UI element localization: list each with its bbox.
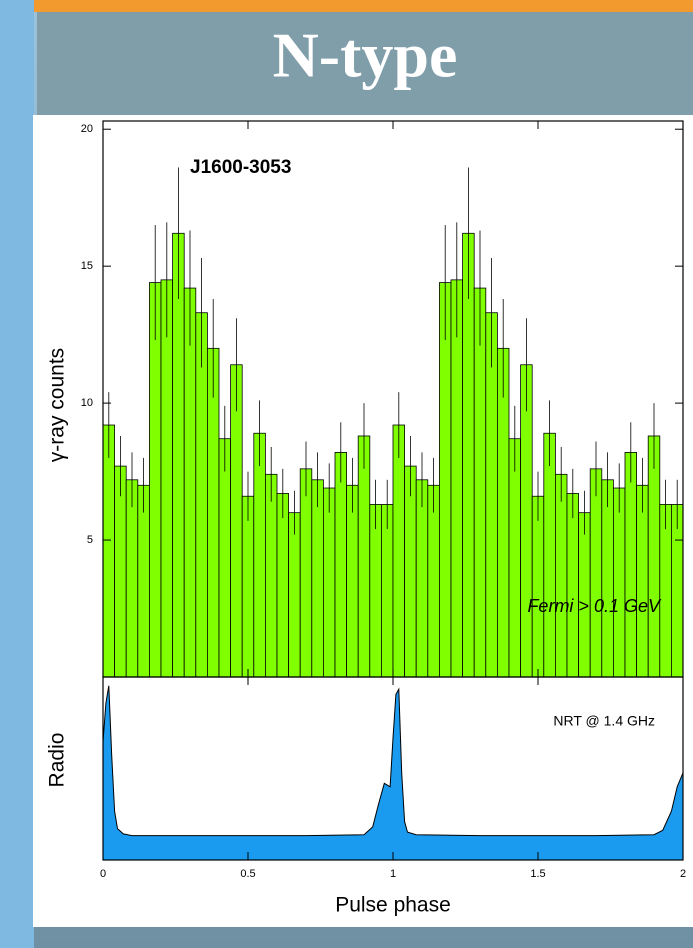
x-tick-label: 0 — [100, 868, 106, 880]
bar — [183, 287, 197, 678]
bar — [415, 479, 429, 678]
bar — [346, 484, 359, 678]
panel-label: J1600-3053 — [190, 157, 291, 178]
bar — [172, 232, 185, 678]
bar — [473, 287, 487, 678]
side-bar — [0, 0, 34, 948]
y-tick-label: 5 — [87, 534, 93, 546]
bar — [601, 479, 614, 678]
bar — [613, 487, 626, 678]
bar — [427, 484, 440, 678]
bar — [404, 465, 417, 678]
bar — [636, 484, 649, 678]
bar — [137, 484, 150, 678]
x-axis-label: Pulse phase — [335, 894, 451, 917]
panel-frame — [102, 676, 684, 861]
x-tick-label: 1 — [390, 868, 396, 880]
bar — [566, 493, 579, 678]
bar — [392, 424, 406, 678]
bar — [531, 495, 545, 678]
bar — [647, 435, 661, 678]
y-axis-label: Radio — [46, 733, 69, 788]
annotation: NRT @ 1.4 GHz — [553, 713, 655, 729]
bar — [218, 438, 231, 678]
bar — [462, 232, 475, 678]
y-axis-label: γ-ray counts — [46, 348, 69, 462]
bar — [659, 504, 672, 678]
title-box — [37, 12, 693, 118]
bar — [125, 479, 139, 678]
x-tick-label: 0.5 — [240, 868, 255, 880]
bar — [671, 504, 684, 678]
bar — [589, 468, 603, 678]
bar — [322, 487, 336, 678]
bar — [311, 479, 324, 678]
y-tick-label: 20 — [81, 123, 93, 135]
bar — [369, 504, 382, 678]
x-tick-label: 1.5 — [530, 868, 545, 880]
bar — [230, 364, 243, 678]
y-tick-label: 10 — [81, 397, 93, 409]
bar — [160, 279, 173, 678]
bar — [508, 438, 521, 678]
bar — [450, 279, 464, 678]
slide-title: N-type — [273, 20, 458, 91]
bar — [288, 512, 301, 678]
bar — [380, 504, 394, 678]
bar — [148, 282, 162, 678]
x-tick-label: 2 — [680, 868, 686, 880]
bar — [276, 493, 290, 678]
bar — [543, 432, 556, 678]
bar — [299, 468, 313, 678]
top-bar — [0, 0, 693, 12]
bar — [114, 465, 127, 678]
radio-profile — [102, 685, 684, 861]
bar — [520, 364, 533, 678]
bar — [624, 452, 638, 678]
y-tick-label: 15 — [81, 260, 93, 272]
bar — [253, 432, 266, 678]
bar — [241, 495, 255, 678]
bar — [334, 452, 348, 678]
bar — [438, 282, 452, 678]
bar — [357, 435, 371, 678]
bar — [555, 473, 568, 678]
bar — [264, 473, 278, 678]
annotation: Fermi > 0.1 GeV — [527, 596, 662, 616]
bar — [102, 424, 115, 678]
